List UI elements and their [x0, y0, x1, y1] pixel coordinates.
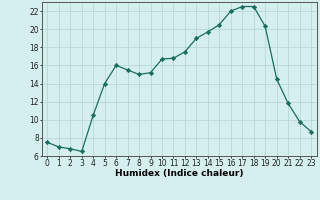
X-axis label: Humidex (Indice chaleur): Humidex (Indice chaleur) — [115, 169, 244, 178]
